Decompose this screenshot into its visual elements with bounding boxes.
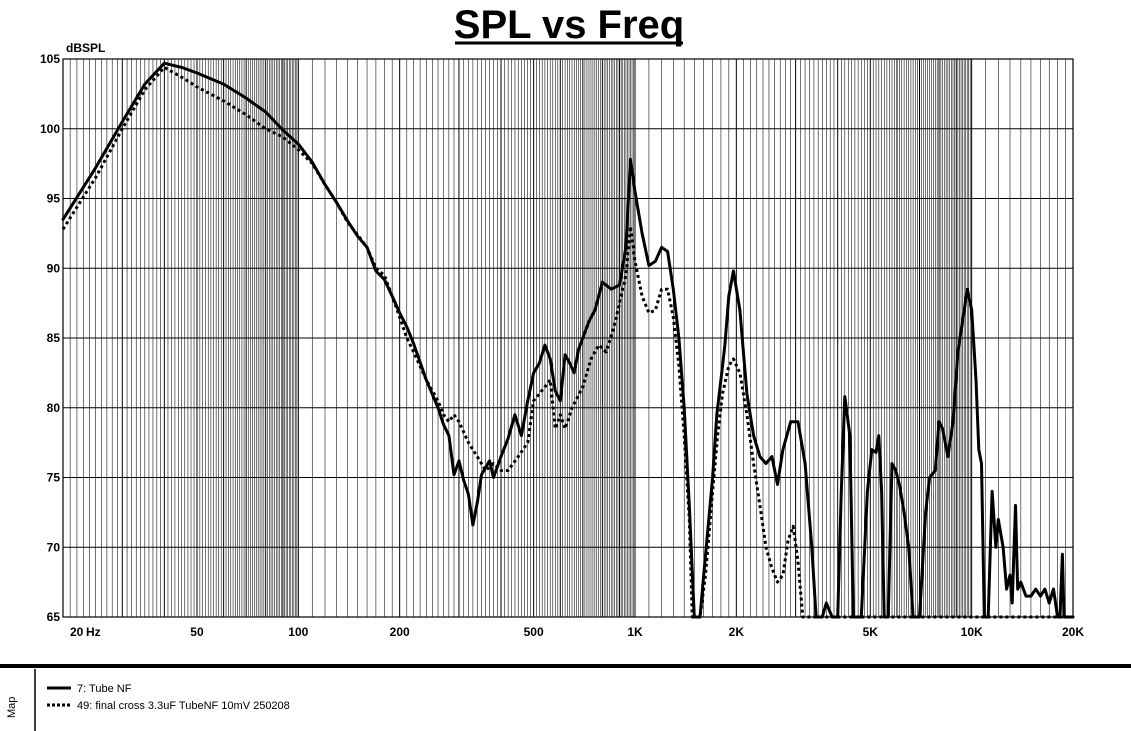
legend-entry-tube-nf: 7: Tube NF — [77, 683, 132, 695]
y-tick-label: 100 — [40, 122, 60, 136]
series-line-tube-nf — [61, 61, 1075, 619]
x-tick-label: 20 — [70, 625, 84, 639]
y-tick-label: 85 — [47, 331, 61, 345]
y-axis-label: dBSPL — [66, 41, 105, 55]
y-tick-label: 70 — [47, 540, 61, 554]
y-tick-labels: 65 70 75 80 85 90 95 100 105 — [40, 52, 60, 624]
x-tick-label: 20K — [1062, 625, 1084, 639]
y-tick-label: 80 — [47, 401, 61, 415]
data-series — [61, 61, 1075, 619]
plot-frame — [62, 58, 1074, 618]
x-tick-label: 500 — [524, 625, 544, 639]
x-tick-label: 5K — [863, 625, 879, 639]
x-tick-label: 1K — [627, 625, 643, 639]
x-tick-label: 2K — [729, 625, 745, 639]
legend-title: Map — [6, 697, 18, 718]
chart-title: SPL vs Freq — [454, 3, 684, 47]
y-tick-label: 95 — [47, 192, 61, 206]
x-tick-label: 10K — [961, 625, 983, 639]
y-tick-label: 105 — [40, 52, 60, 66]
x-tick-label: 100 — [288, 625, 308, 639]
x-tick-label: 200 — [390, 625, 410, 639]
y-tick-label: 75 — [47, 471, 61, 485]
x-tick-label: 50 — [190, 625, 204, 639]
legend-entry-final-cross: 49: final cross 3.3uF TubeNF 10mV 250208 — [77, 700, 290, 712]
grid-lines — [62, 58, 1074, 618]
series-line-final-cross — [61, 65, 1073, 619]
x-tick-labels: 20 50 100 200 500 1K 2K 5K 10K 20K — [70, 625, 1084, 639]
x-axis-unit: Hz — [86, 625, 101, 639]
y-tick-label: 90 — [47, 261, 61, 275]
y-tick-label: 65 — [47, 610, 61, 624]
